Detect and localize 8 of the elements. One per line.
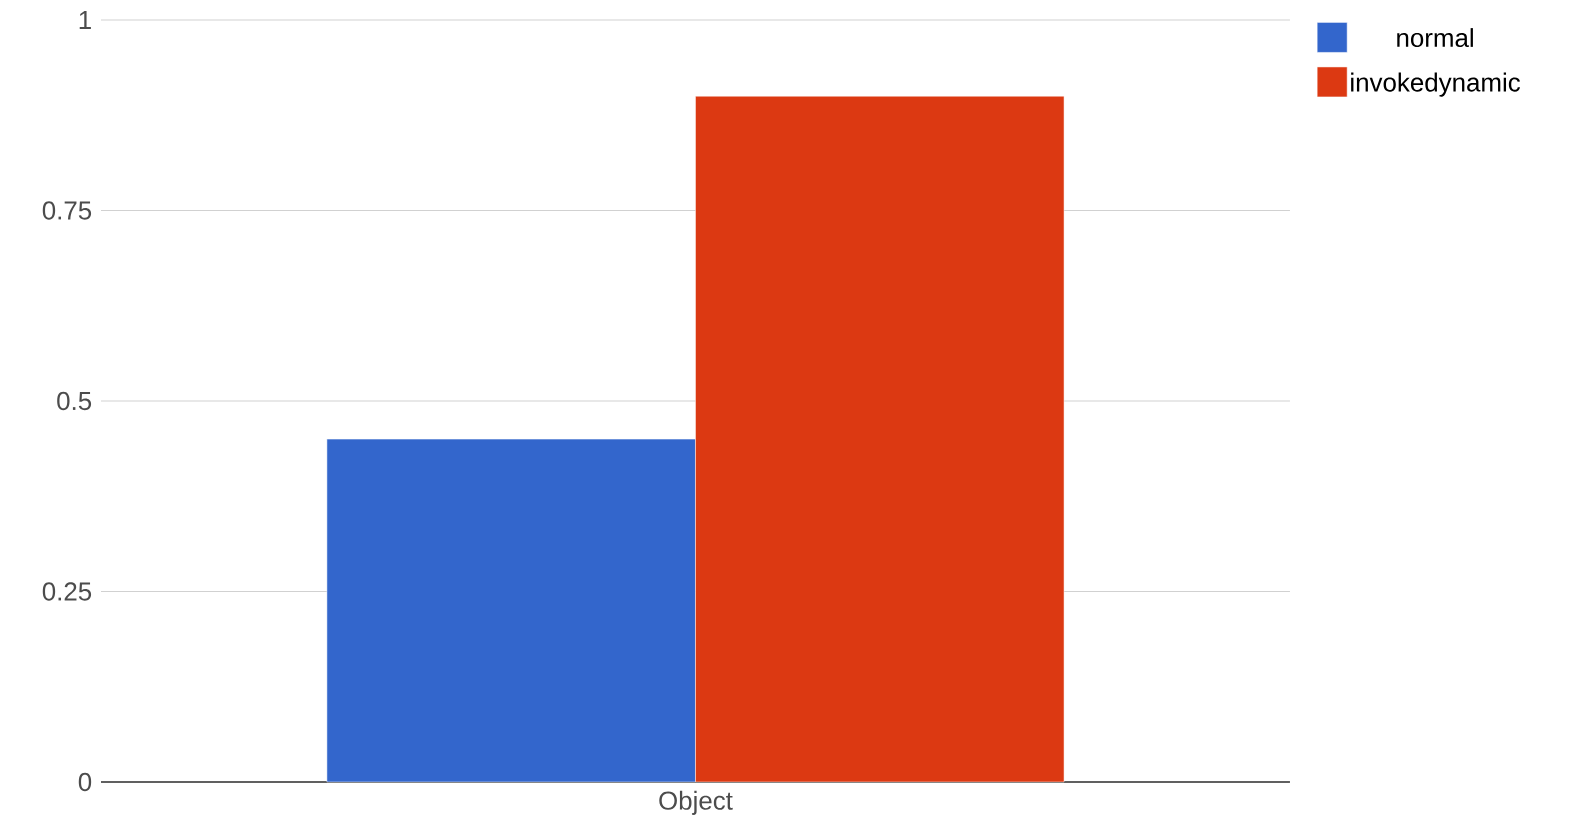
y-tick-label: 0.5	[57, 391, 92, 411]
legend-label: normal	[1397, 28, 1473, 48]
y-tick-label: 0	[78, 772, 92, 792]
legend-label: invokedynamic	[1351, 72, 1521, 97]
y-tick-label: 0.75	[42, 201, 92, 220]
y-tick-label: 1	[79, 11, 91, 29]
y-tick-label: 0.25	[42, 582, 92, 601]
x-tick-label: Object	[659, 790, 733, 815]
